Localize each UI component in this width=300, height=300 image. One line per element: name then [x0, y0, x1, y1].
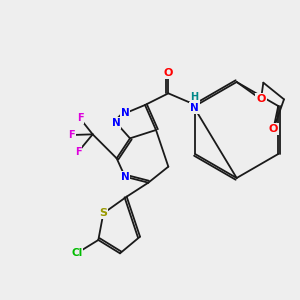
- Text: O: O: [268, 124, 278, 134]
- Text: N: N: [190, 103, 199, 113]
- Text: F: F: [68, 130, 75, 140]
- Text: Cl: Cl: [71, 248, 82, 258]
- Text: O: O: [256, 94, 266, 104]
- Text: N: N: [112, 118, 120, 128]
- Text: N: N: [121, 108, 129, 118]
- Text: F: F: [75, 147, 82, 157]
- Text: H: H: [190, 92, 199, 102]
- Text: S: S: [99, 208, 107, 218]
- Text: F: F: [77, 113, 83, 123]
- Text: O: O: [164, 68, 173, 78]
- Text: N: N: [121, 172, 129, 182]
